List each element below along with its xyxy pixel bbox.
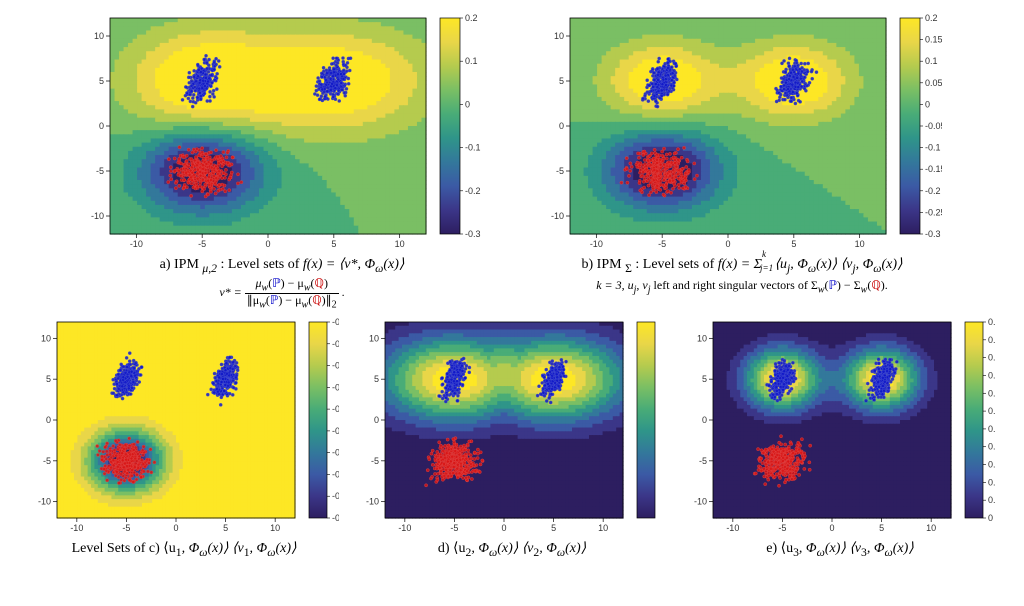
t: ℙ: [828, 278, 836, 292]
t: , Φ: [856, 257, 874, 272]
t: ℚ: [314, 276, 323, 290]
t: (x)⟩ ⟨v: [497, 541, 533, 556]
plot-b-svg: -10-50510-10-50510-0.3-0.25-0.2-0.15-0.1…: [542, 12, 942, 250]
t: k = 3, u: [596, 278, 633, 292]
caption-d: d) ⟨u2, Φω(x)⟩ ⟨v2, Φω(x)⟩: [438, 540, 586, 561]
panel-c: -10-50510-10-50510-0.24-0.22-0.2-0.18-0.…: [29, 316, 339, 561]
bottom-row: -10-50510-10-50510-0.24-0.22-0.2-0.18-0.…: [24, 316, 1000, 561]
cap-a-l2: v* = μw(ℙ) − μw(ℚ) ∥μw(ℙ) − μw(ℚ)∥2 .: [219, 285, 344, 299]
plot-d-box: -10-50510-10-50510: [357, 316, 667, 534]
t: ℚ: [871, 278, 880, 292]
cap-b-l2: k = 3, uj, vj left and right singular ve…: [596, 278, 888, 292]
t: , Φ: [182, 541, 200, 556]
t: ω: [817, 546, 825, 559]
t: , Φ: [250, 541, 268, 556]
t: Σ: [625, 262, 632, 275]
top-row: -10 -5 0 5 10 -10 -5 0 5 10 -0.3 -0.2 -0.1 0 0.1 0.2 a)…: [24, 12, 1000, 310]
caption-b: b) IPM Σ : Level sets of f(x) = Σkj=1 ⟨u…: [582, 256, 903, 296]
t: ℙ: [272, 276, 280, 290]
svg-text:0.1: 0.1: [465, 56, 478, 66]
plot-e-svg: -10-50510-10-5051000.010.020.030.040.050…: [685, 316, 995, 534]
t: ω: [808, 262, 816, 275]
t: ∥μ: [247, 293, 259, 307]
svg-text:-5: -5: [96, 166, 104, 176]
t: .: [342, 285, 345, 299]
t: v* =: [219, 285, 244, 299]
cap-b-l1: b) IPM Σ : Level sets of f(x) = Σkj=1 ⟨u…: [582, 257, 903, 272]
t: : Level sets of: [635, 257, 717, 272]
figure-grid: -10-50510-10-50510-0.3-0.2-0.100.10.2 a)…: [0, 0, 1024, 606]
t: , Φ: [799, 541, 817, 556]
t: , Φ: [867, 541, 885, 556]
t: μ,2: [202, 262, 217, 275]
caption-c: Level Sets of c) ⟨u1, Φω(x)⟩ ⟨v1, Φω(x)⟩: [72, 540, 297, 561]
t: left and right singular vectors of Σ: [651, 278, 818, 292]
t: (x)⟩: [893, 541, 914, 556]
svg-text:0.2: 0.2: [465, 13, 478, 23]
plot-a-svg: -10 -5 0 5 10 -10 -5 0 5 10 -0.3 -0.2 -0.1 0 0.1 0.2: [82, 12, 482, 250]
svg-text:-5: -5: [198, 239, 206, 249]
svg-text:-0.1: -0.1: [465, 143, 481, 153]
svg-text:-10: -10: [91, 211, 104, 221]
plot-c-box: -10-50510-10-50510-0.24-0.22-0.2-0.18-0.…: [29, 316, 339, 534]
t: e) ⟨u: [766, 541, 793, 556]
plot-a-box: -10 -5 0 5 10 -10 -5 0 5 10 -0.3 -0.2 -0.1 0 0.1 0.2: [82, 12, 482, 250]
t: : Level sets of: [221, 257, 303, 272]
t: (x)⟩: [383, 257, 404, 272]
panel-a: -10 -5 0 5 10 -10 -5 0 5 10 -0.3 -0.2 -0.1 0 0.1 0.2 a)…: [82, 12, 482, 310]
svg-text:10: 10: [94, 31, 104, 41]
t: ): [324, 276, 328, 290]
svg-text:-0.2: -0.2: [465, 186, 481, 196]
t: f(x) = Σ: [718, 257, 762, 272]
t: b) IPM: [582, 257, 622, 272]
t: f(x) = ⟨v*, Φ: [303, 257, 375, 272]
svg-text:0: 0: [465, 99, 470, 109]
t: 2: [332, 299, 337, 310]
t: Level Sets of c) ⟨u: [72, 541, 176, 556]
t: ω: [885, 546, 893, 559]
svg-text:10: 10: [395, 239, 405, 249]
caption-e: e) ⟨u3, Φω(x)⟩ ⟨v3, Φω(x)⟩: [766, 540, 914, 561]
t: , Φ: [539, 541, 557, 556]
t: ω: [557, 546, 565, 559]
t: ) − Σ: [837, 278, 861, 292]
svg-text:-10: -10: [130, 239, 143, 249]
plot-d-svg: -10-50510-10-50510: [357, 316, 667, 534]
t: k: [762, 248, 766, 260]
t: ) − μ: [281, 276, 304, 290]
t: (x)⟩ ⟨v: [825, 541, 861, 556]
t: )∥: [322, 293, 332, 307]
plot-e-box: -10-50510-10-5051000.010.020.030.040.050…: [685, 316, 995, 534]
svg-text:0: 0: [99, 121, 104, 131]
t: (x)⟩: [275, 541, 296, 556]
t: (x)⟩: [881, 257, 902, 272]
t: , v: [636, 278, 647, 292]
caption-a: a) IPM μ,2 : Level sets of f(x) = ⟨v*, Φ…: [160, 256, 405, 310]
t: ω: [199, 546, 207, 559]
svg-text:-0.3: -0.3: [465, 229, 481, 239]
svg-text:0: 0: [265, 239, 270, 249]
plot-c-svg: -10-50510-10-50510-0.24-0.22-0.2-0.18-0.…: [29, 316, 339, 534]
t: ) − μ: [278, 293, 301, 307]
t: (x)⟩ ⟨v: [816, 257, 852, 272]
t: ⟨u: [775, 257, 787, 272]
panel-b: -10-50510-10-50510-0.3-0.25-0.2-0.15-0.1…: [542, 12, 942, 310]
plot-b-box: -10-50510-10-50510-0.3-0.25-0.2-0.15-0.1…: [542, 12, 942, 250]
t: j=1: [760, 262, 773, 274]
t: , Φ: [471, 541, 489, 556]
t: ).: [881, 278, 888, 292]
t: (x)⟩ ⟨v: [208, 541, 244, 556]
t: a) IPM: [160, 257, 199, 272]
svg-text:5: 5: [99, 76, 104, 86]
panel-d: -10-50510-10-50510 d) ⟨u2, Φω(x)⟩ ⟨v2, Φ…: [357, 316, 667, 561]
cap-a-l1: a) IPM μ,2 : Level sets of f(x) = ⟨v*, Φ…: [160, 257, 405, 272]
t: (x)⟩: [565, 541, 586, 556]
panel-e: -10-50510-10-5051000.010.020.030.040.050…: [685, 316, 995, 561]
svg-text:5: 5: [331, 239, 336, 249]
t: ℚ: [312, 293, 321, 307]
t: d) ⟨u: [438, 541, 466, 556]
t: ω: [489, 546, 497, 559]
t: , Φ: [790, 257, 808, 272]
t: w: [259, 299, 266, 310]
